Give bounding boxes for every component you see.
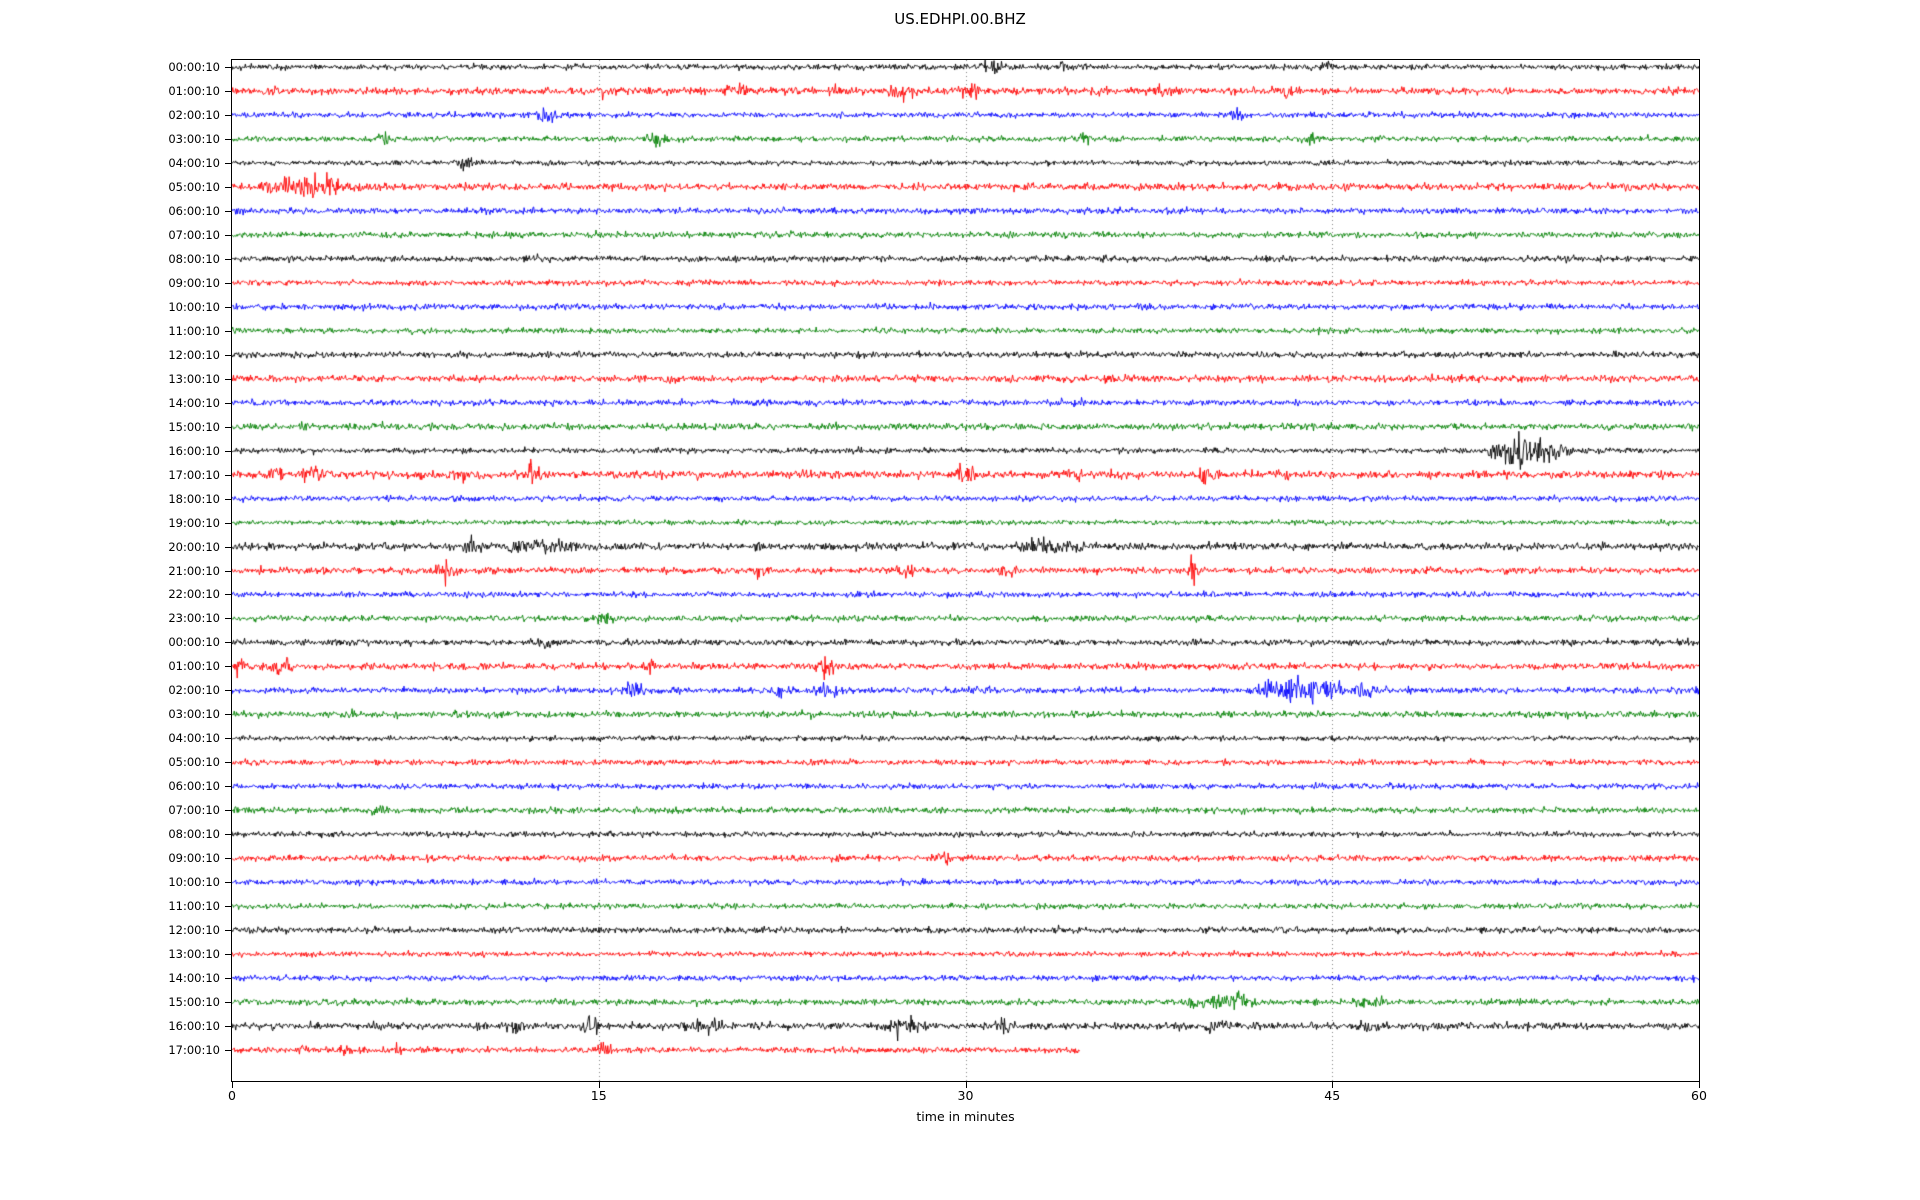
y-axis-tick-label: 08:00:10 xyxy=(168,251,220,266)
y-axis-tick-mark xyxy=(225,403,231,404)
y-axis-tick-label: 02:00:10 xyxy=(168,683,220,698)
y-axis-tick-label: 00:00:10 xyxy=(168,60,220,74)
y-axis-tick-mark xyxy=(225,115,231,116)
y-axis-tick-label: 06:00:10 xyxy=(168,779,220,794)
y-axis-tick-mark xyxy=(225,379,231,380)
y-axis-tick-label: 04:00:10 xyxy=(168,155,220,170)
y-axis-tick-label: 14:00:10 xyxy=(168,971,220,986)
y-axis-tick-mark xyxy=(225,523,231,524)
y-axis-tick-label: 15:00:10 xyxy=(168,995,220,1010)
y-axis-tick-label: 12:00:10 xyxy=(168,923,220,938)
x-axis-tick-label: 30 xyxy=(957,1088,974,1103)
y-axis-tick-label: 03:00:10 xyxy=(168,131,220,146)
y-axis-tick-label: 18:00:10 xyxy=(168,491,220,506)
y-axis-tick-label: 05:00:10 xyxy=(168,755,220,770)
y-axis-tick-labels: 00:00:10 01:00:10 02:00:10 03:00:10 04:00:10… xyxy=(120,0,220,1200)
y-axis-tick-mark xyxy=(225,1002,231,1003)
y-axis-tick-mark xyxy=(225,1050,231,1051)
y-axis-tick-mark xyxy=(225,810,231,811)
y-axis-tick-mark xyxy=(225,882,231,883)
y-axis-tick-label: 05:00:10 xyxy=(168,179,220,194)
y-axis-tick-mark xyxy=(225,978,231,979)
y-axis-tick-mark xyxy=(225,738,231,739)
y-axis-tick-mark xyxy=(225,427,231,428)
y-axis-tick-mark xyxy=(225,571,231,572)
x-axis-tick-mark xyxy=(966,1082,967,1088)
y-axis-tick-mark xyxy=(225,67,231,68)
y-axis-tick-label: 16:00:10 xyxy=(168,443,220,458)
y-axis-tick-label: 04:00:10 xyxy=(168,731,220,746)
x-axis-tick-label: 60 xyxy=(1691,1088,1707,1103)
y-axis-tick-mark xyxy=(225,331,231,332)
y-axis-tick-label: 12:00:10 xyxy=(168,347,220,362)
y-axis-tick-mark xyxy=(225,1026,231,1027)
y-axis-tick-label: 19:00:10 xyxy=(168,515,220,530)
y-axis-tick-label: 01:00:10 xyxy=(168,83,220,98)
y-axis-tick-mark xyxy=(225,930,231,931)
y-axis-tick-label: 20:00:10 xyxy=(168,539,220,554)
y-axis-tick-label: 11:00:10 xyxy=(168,323,220,338)
y-axis-tick-mark xyxy=(225,642,231,643)
y-axis-tick-mark xyxy=(225,618,231,619)
y-axis-tick-label: 17:00:10 xyxy=(168,467,220,482)
y-axis-tick-mark xyxy=(225,235,231,236)
y-axis-tick-label: 22:00:10 xyxy=(168,587,220,602)
y-axis-tick-mark xyxy=(225,499,231,500)
y-axis-tick-mark xyxy=(225,714,231,715)
x-axis-tick-mark xyxy=(1699,1082,1700,1088)
x-axis-tick-mark xyxy=(1332,1082,1333,1088)
y-axis-tick-mark xyxy=(225,594,231,595)
y-axis-tick-mark xyxy=(225,762,231,763)
x-axis-tick-mark xyxy=(599,1082,600,1088)
y-axis-tick-mark xyxy=(225,906,231,907)
y-axis-tick-mark xyxy=(225,954,231,955)
y-axis-tick-label: 00:00:10 xyxy=(168,635,220,650)
y-axis-tick-label: 13:00:10 xyxy=(168,947,220,962)
y-axis-tick-mark xyxy=(225,690,231,691)
x-axis-tick-label: 0 xyxy=(228,1088,236,1103)
y-axis-tick-mark xyxy=(225,259,231,260)
x-axis-title: time in minutes xyxy=(916,1109,1015,1124)
y-axis-tick-label: 23:00:10 xyxy=(168,611,220,626)
y-axis-tick-label: 03:00:10 xyxy=(168,707,220,722)
x-axis-tick-label: 45 xyxy=(1324,1088,1341,1103)
y-axis-tick-label: 21:00:10 xyxy=(168,563,220,578)
y-axis-tick-mark xyxy=(225,355,231,356)
y-axis-tick-label: 09:00:10 xyxy=(168,275,220,290)
y-axis-tick-mark xyxy=(225,858,231,859)
y-axis-tick-mark xyxy=(225,475,231,476)
page-title: US.EDHPI.00.BHZ xyxy=(894,10,1026,28)
y-axis-tick-mark xyxy=(225,163,231,164)
y-axis-tick-label: 14:00:10 xyxy=(168,395,220,410)
x-axis-tick-label: 15 xyxy=(590,1088,607,1103)
y-axis-tick-mark xyxy=(225,786,231,787)
y-axis-tick-label: 07:00:10 xyxy=(168,803,220,818)
y-axis-tick-label: 09:00:10 xyxy=(168,851,220,866)
y-axis-tick-label: 15:00:10 xyxy=(168,419,220,434)
y-axis-tick-mark xyxy=(225,666,231,667)
y-axis-tick-label: 01:00:10 xyxy=(168,659,220,674)
y-axis-tick-label: 17:00:10 xyxy=(168,1043,220,1058)
y-axis-tick-mark xyxy=(225,283,231,284)
y-axis-tick-label: 10:00:10 xyxy=(168,875,220,890)
y-axis-tick-label: 16:00:10 xyxy=(168,1019,220,1034)
seismogram-traces-canvas xyxy=(232,60,1699,1081)
y-axis-tick-mark xyxy=(225,834,231,835)
y-axis-tick-mark xyxy=(225,139,231,140)
y-axis-tick-mark xyxy=(225,91,231,92)
y-axis-tick-mark xyxy=(225,451,231,452)
y-axis-tick-mark xyxy=(225,307,231,308)
y-axis-tick-label: 07:00:10 xyxy=(168,227,220,242)
y-axis-tick-label: 02:00:10 xyxy=(168,107,220,122)
y-axis-tick-mark xyxy=(225,187,231,188)
y-axis-tick-label: 11:00:10 xyxy=(168,899,220,914)
y-axis-tick-label: 08:00:10 xyxy=(168,827,220,842)
y-axis-tick-label: 13:00:10 xyxy=(168,371,220,386)
y-axis-tick-mark xyxy=(225,547,231,548)
y-axis-tick-label: 10:00:10 xyxy=(168,299,220,314)
y-axis-tick-label: 06:00:10 xyxy=(168,203,220,218)
y-axis-tick-mark xyxy=(225,211,231,212)
x-axis-tick-mark xyxy=(232,1082,233,1088)
